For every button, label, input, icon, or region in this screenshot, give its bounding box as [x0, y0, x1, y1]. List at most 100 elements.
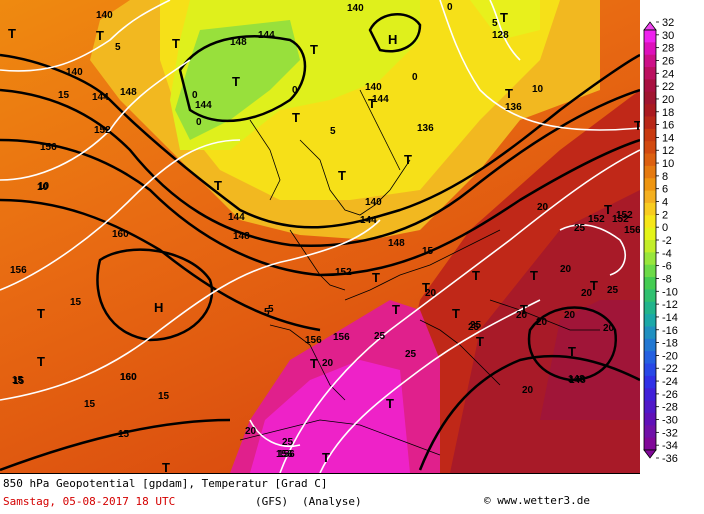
scale-label: -34 [662, 440, 678, 452]
isoline-label: 15 [84, 399, 96, 410]
isoline-label: 5 [330, 126, 336, 137]
isoline-label: 136 [417, 123, 434, 134]
scale-label: 32 [662, 17, 674, 29]
scale-label: 24 [662, 68, 674, 80]
copyright: © www.wetter3.de [484, 494, 590, 507]
low-symbol: T [322, 450, 330, 465]
isoline-label: 152 [94, 125, 111, 136]
isoline-label: 148 [120, 87, 137, 98]
low-symbol: T [214, 178, 222, 193]
high-symbol: H [388, 32, 397, 47]
scale-label: -8 [662, 273, 672, 285]
coldest-region-north [175, 20, 300, 140]
isoline-label: 156 [276, 449, 293, 460]
scale-color-band [644, 116, 656, 130]
map-title: 850 hPa Geopotential [gpdam], Temperatur… [3, 477, 328, 490]
low-symbol: T [310, 356, 318, 371]
isoline-label: 140 [96, 10, 113, 21]
isotherm-5-west [0, 0, 171, 72]
coastline-italy [419, 319, 501, 386]
low-symbol: T [520, 302, 528, 317]
scale-color-band [644, 301, 656, 315]
isoline-label: 20 [536, 317, 548, 328]
isoline-label: 128 [492, 30, 509, 41]
scale-label: 26 [662, 55, 674, 67]
isoline-label: 156 [305, 335, 322, 346]
color-scale: 32302826242220181614121086420-2-4-6-8-10… [643, 17, 678, 465]
valid-date: Samstag, 05-08-2017 18 UTC [3, 495, 176, 508]
scale-label: -14 [662, 312, 678, 324]
isoline-label: 20 [516, 310, 528, 321]
weather-map: 140 140 148 144 144 5 0 0 140 128 5 140 … [0, 0, 640, 473]
isotherm-10-west [0, 59, 191, 181]
isoline-label: 15 [12, 375, 24, 386]
isoline-label: 5 [268, 304, 274, 315]
isoline-label: 0 [447, 2, 453, 13]
coastline-norway [359, 89, 401, 171]
scale-color-band [644, 289, 656, 303]
contour-156 [0, 198, 321, 332]
low-symbol: T [338, 168, 346, 183]
scale-color-band [644, 425, 656, 439]
isotherm-20-east [559, 224, 626, 276]
scale-label: -22 [662, 363, 678, 375]
low-symbol: T [590, 278, 598, 293]
isoline-label: 140 [365, 197, 382, 208]
model-run: (Analyse) [302, 495, 362, 508]
isoline-label: 25 [405, 349, 417, 360]
map-caption: 850 hPa Geopotential [gpdam], Temperatur… [0, 473, 640, 514]
scale-label: 8 [662, 171, 668, 183]
isoline-label: 160 [120, 372, 137, 383]
scale-color-band [644, 314, 656, 327]
isoline-label: 15 [58, 90, 70, 101]
isoline-label: 15 [70, 297, 82, 308]
scale-color-band [644, 42, 656, 56]
isoline-label: 156 [40, 142, 57, 153]
isoline-label: 160 [120, 372, 137, 383]
scale-color-band [644, 104, 656, 117]
low-symbol: T [530, 268, 538, 283]
isoline-label: 140 [66, 67, 83, 78]
isoline-labels: 140 140 148 144 144 5 0 0 140 128 5 140 … [10, 2, 640, 460]
scale-color-band [644, 400, 656, 414]
scale-color-band [644, 67, 656, 80]
contour-high-atlantic [96, 248, 214, 342]
scale-label: -28 [662, 402, 678, 414]
scale-color-band [644, 277, 656, 290]
isoline-label: 144 [195, 100, 212, 111]
low-symbol: T [162, 460, 170, 473]
isoline-label: 15 [13, 376, 25, 387]
scale-arrow-down [643, 449, 657, 459]
coastline-europe [344, 229, 501, 301]
isoline-label: 20 [560, 264, 572, 275]
geopotential-contours [0, 13, 640, 472]
isotherm-20 [279, 149, 640, 473]
isoline-label: 140 [347, 3, 364, 14]
isoline-label: 148 [569, 375, 586, 386]
isoline-label: 25 [574, 223, 586, 234]
isoline-label: 148 [233, 231, 250, 242]
isotherm-10-northeast [439, 0, 640, 131]
scale-color-band [644, 141, 656, 155]
low-symbol: T [310, 42, 318, 57]
hot-core-south [250, 360, 410, 473]
isotherm-15-mid [0, 219, 381, 401]
scale-color-band [644, 215, 656, 229]
coastline-balkans [489, 299, 600, 331]
scale-color-band [644, 30, 656, 43]
scale-arrow-up [643, 21, 657, 31]
coastline-iberia [269, 324, 346, 401]
scale-label: 12 [662, 145, 674, 157]
contour-low-east [527, 306, 618, 382]
scale-label: 18 [662, 107, 674, 119]
isoline-label: 20 [322, 358, 334, 369]
low-symbol: T [476, 334, 484, 349]
isoline-label: 15 [118, 429, 130, 440]
scale-label: 20 [662, 94, 674, 106]
scale-label: 4 [662, 197, 668, 209]
coastline-iceland [249, 119, 281, 201]
scale-label: 30 [662, 30, 674, 42]
low-symbol: T [372, 270, 380, 285]
low-symbol: T [404, 152, 412, 167]
contour-152 [0, 138, 640, 277]
